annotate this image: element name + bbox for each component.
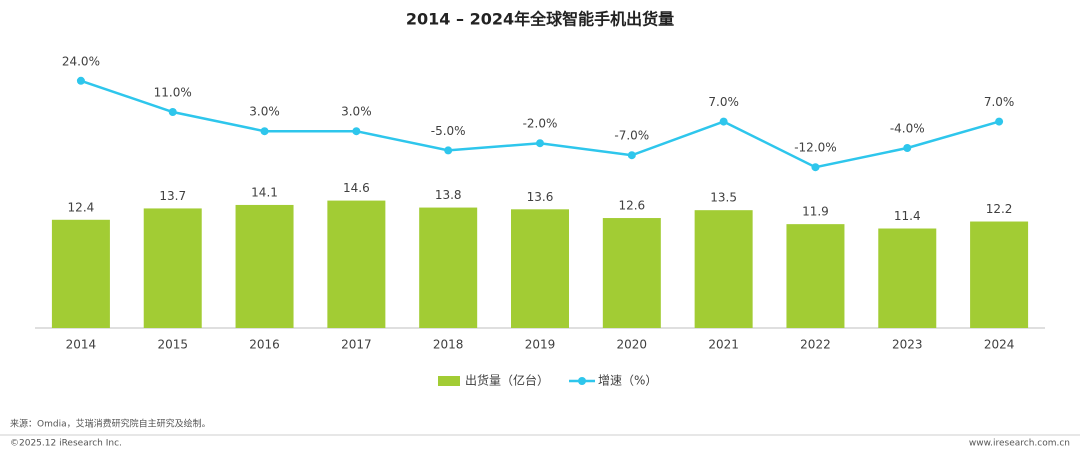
bar-value-label: 12.4: [68, 200, 95, 214]
bar: [694, 210, 753, 328]
x-tick-label: 2015: [157, 338, 188, 352]
bar-value-label: 12.6: [618, 199, 645, 213]
line-value-label: -2.0%: [523, 117, 558, 131]
legend-swatch: [438, 376, 460, 386]
chart-title: 2014 – 2024年全球智能手机出货量: [406, 10, 674, 29]
line-value-label: 7.0%: [708, 95, 739, 109]
legend-label: 增速（%）: [598, 374, 657, 388]
line-marker: [995, 117, 1004, 126]
legend-swatch-marker: [578, 377, 587, 385]
x-tick-label: 2022: [800, 338, 831, 352]
line-marker: [536, 139, 544, 148]
bar-value-label: 11.9: [802, 205, 829, 219]
line-value-label: -12.0%: [794, 141, 836, 155]
line-value-label: -5.0%: [431, 124, 466, 138]
line-value-label: -4.0%: [890, 122, 925, 136]
line-value-label: -7.0%: [614, 129, 649, 143]
bar-value-label: 13.8: [435, 188, 462, 202]
line-marker: [260, 127, 269, 136]
x-tick-label: 2020: [617, 338, 648, 352]
website: www.iresearch.com.cn: [969, 439, 1070, 449]
line-marker: [76, 76, 85, 85]
line-marker: [719, 117, 728, 126]
bar: [602, 218, 661, 328]
bar-value-label: 13.7: [159, 189, 186, 203]
line-value-label: 7.0%: [984, 95, 1015, 109]
x-tick-label: 2023: [892, 338, 923, 352]
x-tick-label: 2024: [984, 338, 1015, 352]
bar: [786, 224, 845, 328]
line-marker: [168, 108, 177, 116]
line-value-label: 3.0%: [249, 105, 280, 119]
line-marker: [627, 151, 636, 160]
bar-value-label: 13.6: [527, 190, 554, 204]
line-value-label: 24.0%: [62, 54, 100, 68]
x-tick-label: 2014: [66, 338, 97, 352]
line-marker: [811, 163, 820, 172]
line-marker: [444, 146, 453, 155]
x-tick-label: 2018: [433, 338, 464, 352]
bar-value-label: 12.2: [986, 202, 1013, 216]
bar-value-label: 13.5: [710, 191, 737, 205]
copyright: ©2025.12 iResearch Inc.: [10, 439, 122, 449]
line-marker: [352, 127, 361, 136]
bar-value-label: 11.4: [894, 209, 921, 223]
bar: [419, 207, 478, 328]
bar: [327, 200, 386, 328]
line-marker: [903, 144, 912, 152]
bar-value-label: 14.6: [343, 181, 370, 195]
x-tick-label: 2021: [708, 338, 739, 352]
bar: [511, 209, 569, 328]
bar-value-label: 14.1: [251, 185, 278, 199]
bar: [51, 219, 110, 328]
x-tick-label: 2017: [341, 338, 372, 352]
bar: [878, 228, 937, 328]
line-value-label: 3.0%: [341, 105, 372, 119]
x-tick-label: 2019: [525, 338, 556, 352]
bar: [143, 208, 202, 328]
legend-label: 出货量（亿台）: [465, 373, 549, 388]
bar: [970, 221, 1029, 328]
source-note: 来源：Omdia，艾瑞消费研究院自主研究及绘制。: [10, 418, 211, 430]
bar: [235, 204, 294, 328]
x-tick-label: 2016: [249, 338, 280, 352]
line-value-label: 11.0%: [154, 86, 192, 100]
